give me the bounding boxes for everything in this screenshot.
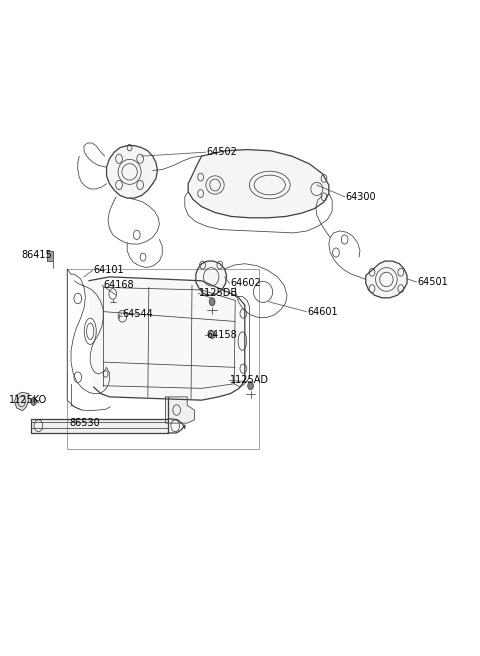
- Polygon shape: [107, 146, 157, 198]
- Text: 86415: 86415: [22, 249, 52, 260]
- Bar: [47, 251, 53, 261]
- Text: 1125KO: 1125KO: [9, 395, 47, 405]
- Circle shape: [209, 331, 215, 338]
- Text: 1125DB: 1125DB: [199, 288, 239, 298]
- Text: 64300: 64300: [346, 192, 376, 202]
- Polygon shape: [196, 261, 227, 295]
- Text: 1125AD: 1125AD: [230, 375, 269, 386]
- Polygon shape: [188, 150, 329, 218]
- Text: 64501: 64501: [418, 277, 448, 287]
- Polygon shape: [14, 392, 29, 411]
- Circle shape: [31, 398, 36, 405]
- Text: 64601: 64601: [307, 306, 338, 317]
- Text: 86530: 86530: [70, 418, 100, 428]
- Polygon shape: [31, 419, 168, 433]
- Polygon shape: [166, 397, 194, 423]
- Circle shape: [248, 382, 253, 390]
- Polygon shape: [89, 277, 245, 400]
- Polygon shape: [366, 261, 407, 298]
- Text: 64602: 64602: [230, 278, 261, 289]
- Text: 64502: 64502: [206, 147, 237, 157]
- Text: 64101: 64101: [94, 265, 124, 276]
- Text: 64168: 64168: [103, 280, 134, 291]
- Text: 64158: 64158: [206, 329, 237, 340]
- Text: 64544: 64544: [122, 308, 153, 319]
- Circle shape: [209, 298, 215, 306]
